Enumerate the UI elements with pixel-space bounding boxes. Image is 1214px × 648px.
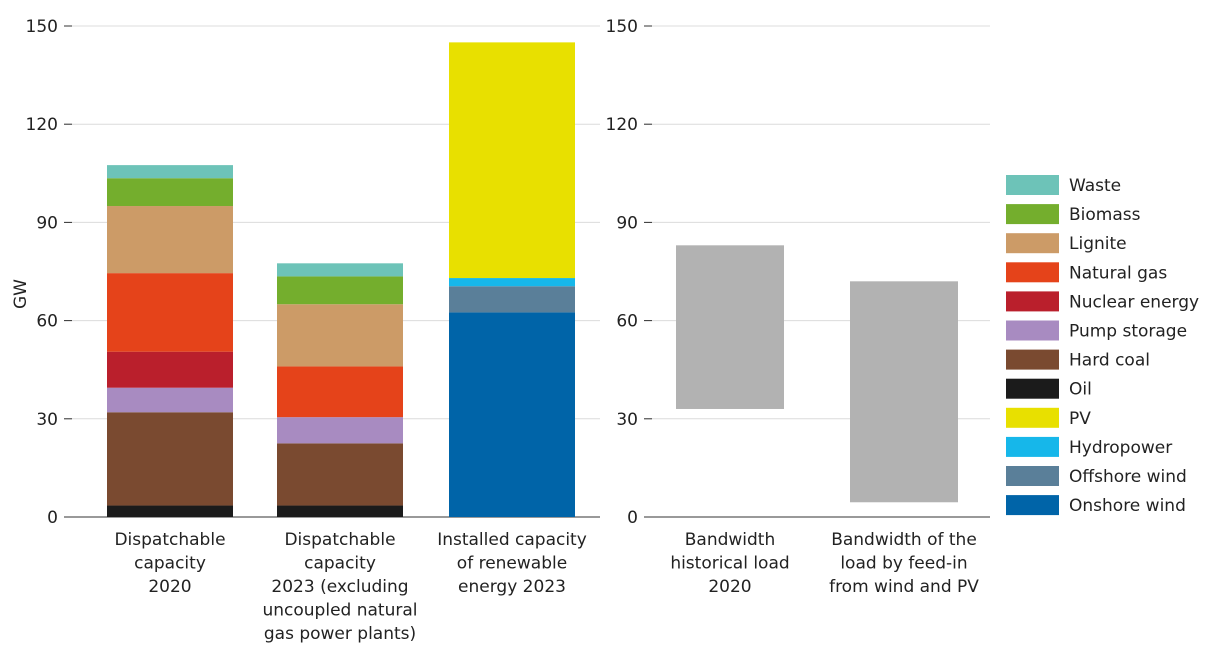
legend-swatch (1006, 407, 1059, 428)
legend-label: Hard coal (1069, 351, 1150, 371)
range-bar (850, 281, 958, 503)
legend-label: PV (1069, 409, 1091, 429)
legend-label: Lignite (1069, 234, 1127, 254)
left-axis-tick-label: 150 (26, 17, 58, 37)
left-chart-panel: 0 30 60 90 120 150 GW Dispatchable capacity 2020 D… (11, 17, 600, 644)
legend-label: Biomass (1069, 205, 1141, 225)
bar-segment-biomass (277, 276, 403, 305)
bar-segment-pump-storage (277, 417, 403, 444)
legend-swatch (1006, 204, 1059, 225)
bar-segment-hydropower (449, 278, 575, 287)
bar-segment-lignite (107, 206, 233, 274)
left-category-label: Installed capacity of renewable energy 202… (437, 530, 587, 597)
bar-segment-natural-gas (107, 273, 233, 352)
legend-swatch (1006, 378, 1059, 399)
bar-segment-lignite (277, 304, 403, 367)
left-category-label: Dispatchable capacity 2023 (excluding uncou… (262, 530, 417, 644)
bar-segment-pv (449, 42, 575, 279)
bar-segment-natural-gas (277, 366, 403, 418)
legend-swatch (1006, 349, 1059, 370)
right-axis-tick-label: 0 (627, 508, 638, 528)
left-category-label: Dispatchable capacity 2020 (114, 530, 225, 597)
y-axis-label: GW (11, 279, 31, 309)
right-axis-tick-label: 120 (606, 115, 638, 135)
legend-swatch (1006, 495, 1059, 516)
right-axis-tick-label: 60 (616, 312, 638, 332)
bar-segment-hard-coal (277, 443, 403, 506)
left-axis-tick-label: 0 (47, 508, 58, 528)
legend-swatch (1006, 436, 1059, 457)
legend-swatch (1006, 320, 1059, 341)
legend-swatch (1006, 175, 1059, 195)
bar-segment-oil (107, 505, 233, 517)
legend-label: Oil (1069, 380, 1092, 400)
right-axis-tick-label: 30 (616, 410, 638, 430)
right-category-label: Bandwidth of the load by feed-in from wind… (829, 530, 979, 597)
right-axis-tick-label: 150 (606, 17, 638, 37)
bar-segment-waste (277, 263, 403, 277)
legend-swatch (1006, 466, 1059, 486)
bar-segment-nuclear-energy (107, 351, 233, 388)
legend: Waste Biomass Lignite Natural gas Nuclear en… (1006, 175, 1199, 516)
legend-swatch (1006, 291, 1059, 312)
legend-label: Pump storage (1069, 322, 1187, 342)
legend-label: Hydropower (1069, 438, 1172, 458)
range-bar (676, 245, 784, 409)
bar-segment-onshore-wind (449, 312, 575, 517)
right-category-label: Bandwidth historical load 2020 (670, 530, 789, 597)
right-chart-panel: 0 30 60 90 120 150 Bandwidth historical load 202… (606, 17, 990, 597)
legend-label: Nuclear energy (1069, 292, 1199, 312)
legend-swatch (1006, 233, 1059, 254)
bar-segment-biomass (107, 178, 233, 207)
left-axis-tick-label: 120 (26, 115, 58, 135)
bar-segment-oil (277, 505, 403, 517)
legend-label: Waste (1069, 176, 1121, 196)
left-axis-tick-label: 60 (36, 312, 58, 332)
bar-segment-offshore-wind (449, 286, 575, 313)
legend-swatch (1006, 262, 1059, 283)
legend-label: Offshore wind (1069, 467, 1187, 487)
left-axis-tick-label: 30 (36, 410, 58, 430)
bar-segment-pump-storage (107, 387, 233, 413)
right-axis-tick-label: 90 (616, 213, 638, 233)
legend-label: Onshore wind (1069, 496, 1186, 516)
left-axis-tick-label: 90 (36, 213, 58, 233)
bar-segment-waste (107, 165, 233, 179)
legend-label: Natural gas (1069, 263, 1167, 283)
bar-segment-hard-coal (107, 412, 233, 506)
